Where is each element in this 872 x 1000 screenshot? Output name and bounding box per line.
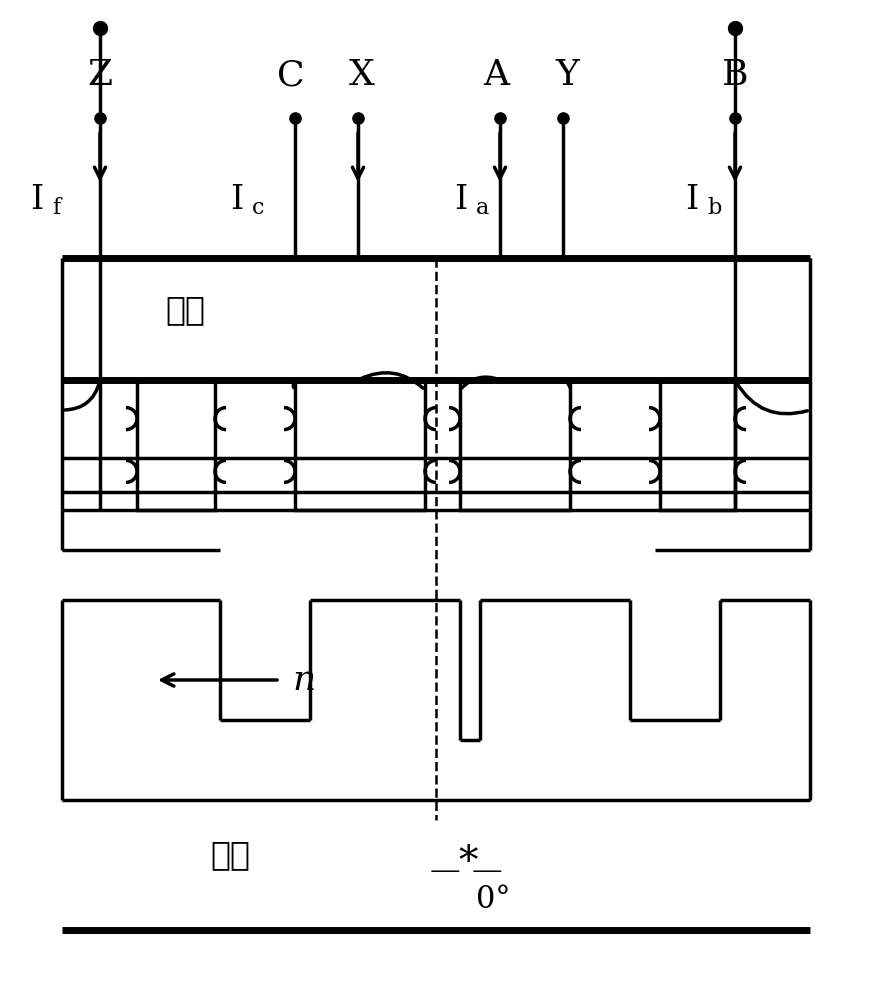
Bar <box>137 380 215 510</box>
Bar <box>660 380 735 510</box>
Point <box>93 110 107 126</box>
Text: A: A <box>483 58 509 92</box>
Text: C: C <box>277 58 305 92</box>
Text: a: a <box>476 197 489 219</box>
Point <box>93 20 107 36</box>
Text: n: n <box>292 663 316 697</box>
Bar <box>460 380 570 510</box>
Text: B: B <box>722 58 748 92</box>
Point <box>351 110 365 126</box>
Point <box>728 110 742 126</box>
Text: 转子: 转子 <box>210 838 250 871</box>
Text: —: — <box>472 854 502 886</box>
Text: I: I <box>685 184 698 216</box>
Text: I: I <box>30 184 44 216</box>
Text: Z: Z <box>87 58 112 92</box>
Point <box>493 110 507 126</box>
Text: I: I <box>454 184 467 216</box>
Text: 0°: 0° <box>476 884 510 916</box>
Point <box>728 20 742 36</box>
Text: 定子: 定子 <box>165 294 205 326</box>
Text: Y: Y <box>555 58 579 92</box>
Text: *: * <box>459 844 478 880</box>
Text: X: X <box>349 58 375 92</box>
Text: c: c <box>252 197 264 219</box>
Text: b: b <box>707 197 721 219</box>
Point <box>288 110 302 126</box>
Text: f: f <box>52 197 60 219</box>
Text: —: — <box>430 854 460 886</box>
Point <box>556 110 570 126</box>
Bar <box>295 380 425 510</box>
Text: I: I <box>230 184 243 216</box>
